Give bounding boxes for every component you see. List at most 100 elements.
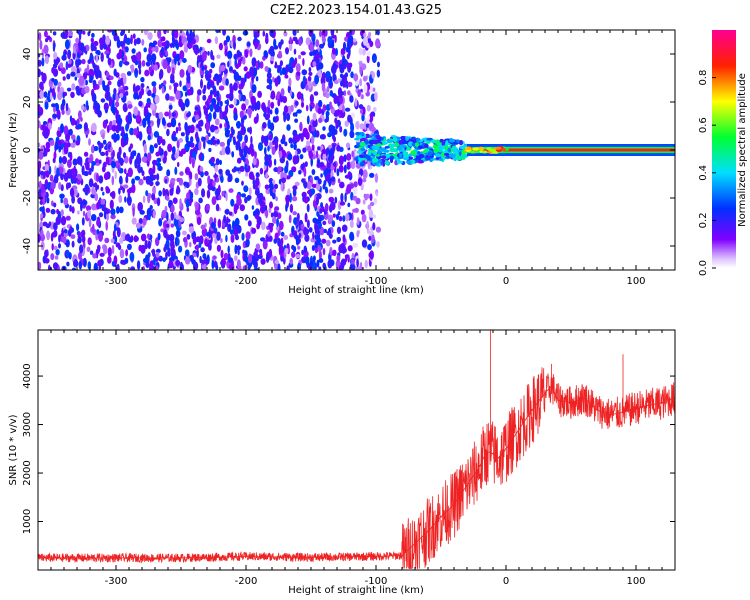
spectrogram-noise-cell xyxy=(164,178,168,184)
spectrogram-noise-cell xyxy=(84,86,90,94)
y-tick-label: 3000 xyxy=(22,412,33,437)
spectrogram-noise-cell xyxy=(286,124,291,131)
spectrogram-noise-cell xyxy=(214,172,217,182)
spectrogram-signal-cell xyxy=(449,153,456,158)
spectrogram-noise-cell xyxy=(270,101,275,109)
spectrogram-noise-cell xyxy=(140,87,145,96)
spectrogram-noise-cell xyxy=(238,89,242,94)
spectrogram-noise-cell xyxy=(133,235,139,243)
spectrogram-signal-cell xyxy=(377,136,382,140)
spectrogram-noise-cell xyxy=(185,182,190,189)
snr-data-point xyxy=(310,556,312,559)
spectrogram-noise-cell xyxy=(334,196,338,204)
spectrogram-noise-cell xyxy=(78,32,82,41)
spectrogram-noise-cell xyxy=(66,261,70,267)
spectrogram-noise-cell xyxy=(162,257,166,263)
spectrogram-streak-cell xyxy=(321,206,325,213)
spectrogram-noise-cell xyxy=(39,180,42,189)
spectrogram-noise-cell xyxy=(194,106,199,111)
spectrogram-noise-cell xyxy=(183,44,189,53)
spectrogram-noise-cell xyxy=(110,214,116,220)
spectrogram-noise-cell xyxy=(105,186,109,191)
spectrogram-signal-cell xyxy=(399,144,406,149)
spectrogram-noise-cell xyxy=(103,172,109,181)
spectrogram-noise-cell xyxy=(147,152,152,162)
spectrogram-noise-cell xyxy=(91,92,97,103)
spectrogram-noise-cell xyxy=(48,221,52,227)
spectrogram-noise-cell xyxy=(122,184,129,189)
spectrogram-noise-cell xyxy=(212,55,215,61)
spectrogram-noise-cell xyxy=(76,63,79,69)
snr-data-point xyxy=(635,406,637,409)
spectrogram-noise-cell xyxy=(181,230,187,236)
spectrogram-noise-cell xyxy=(87,237,92,246)
spectrogram-noise-cell xyxy=(194,114,200,121)
spectrogram-noise-cell xyxy=(268,141,273,150)
spectrogram-noise-cell xyxy=(118,153,121,164)
spectrogram-noise-cell xyxy=(292,30,297,36)
spectrogram-noise-cell xyxy=(159,68,164,79)
spectrogram-noise-cell xyxy=(320,76,326,86)
spectrogram-noise-cell xyxy=(57,140,63,146)
spectrogram-noise-cell xyxy=(80,231,83,238)
snr-data-point xyxy=(518,428,520,431)
spectrogram-noise-cell xyxy=(341,156,345,162)
spectrogram-noise-cell xyxy=(102,133,105,140)
spectrogram-noise-cell xyxy=(368,85,374,93)
spectrogram-noise-cell xyxy=(272,116,276,123)
spectrogram-noise-cell xyxy=(72,51,76,60)
spectrogram-noise-cell xyxy=(41,57,45,67)
spectrogram-noise-cell xyxy=(152,186,156,194)
spectrogram-noise-cell xyxy=(215,158,220,166)
spectrogram-noise-cell xyxy=(279,60,283,67)
spectrogram-noise-cell xyxy=(71,83,76,91)
spectrogram-noise-cell xyxy=(90,145,95,154)
spectrogram-noise-cell xyxy=(316,195,319,206)
spectrogram-noise-cell xyxy=(300,163,305,170)
spectrogram-noise-cell xyxy=(251,103,255,112)
spectrogram-signal-cell xyxy=(411,136,416,140)
spectrogram-streak-cell xyxy=(204,73,208,80)
spectrogram-noise-cell xyxy=(319,226,325,236)
snr-data-point xyxy=(609,414,611,416)
spectrogram-noise-cell xyxy=(179,80,182,87)
spectrogram-noise-cell xyxy=(86,246,91,252)
spectrogram-noise-cell xyxy=(93,145,99,152)
spectrogram-noise-cell xyxy=(132,207,135,217)
spectrogram-noise-cell xyxy=(125,123,129,132)
spectrogram-noise-cell xyxy=(186,234,191,240)
spectrogram-noise-cell xyxy=(364,120,367,131)
spectrogram-noise-cell xyxy=(143,47,147,53)
spectrogram-noise-cell xyxy=(140,77,145,83)
spectrogram-noise-cell xyxy=(155,181,160,186)
spectrogram-noise-cell xyxy=(254,151,257,159)
spectrogram-noise-cell xyxy=(70,91,75,99)
spectrogram-line-cell xyxy=(472,147,479,151)
spectrogram-noise-cell xyxy=(268,78,273,86)
spectrogram-noise-cell xyxy=(350,259,355,265)
spectrogram-noise-cell xyxy=(212,125,219,130)
spectrogram-y-ticks: -40 -20 0 20 40 xyxy=(22,48,675,254)
spectrogram-noise-cell xyxy=(249,48,253,57)
spectrogram-noise-cell xyxy=(67,159,72,169)
spectrogram-noise-cell xyxy=(131,54,137,64)
spectrogram-streak-cell xyxy=(333,136,336,143)
spectrogram-noise-cell xyxy=(292,36,298,42)
spectrogram-noise-cell xyxy=(79,42,85,52)
spectrogram-noise-cell xyxy=(201,263,207,270)
spectrogram-noise-cell xyxy=(138,218,143,224)
spectrogram-noise-cell xyxy=(62,76,66,81)
spectrogram-noise-cell xyxy=(131,217,137,225)
colorbar-ticks: 0.0 0.2 0.4 0.6 0.8 xyxy=(698,70,716,276)
spectrogram-noise-cell xyxy=(368,209,374,218)
spectrogram-noise-cell xyxy=(66,73,71,80)
spectrogram-noise-cell xyxy=(257,90,262,98)
spectrogram-noise-cell xyxy=(315,130,320,138)
snr-noise-trace xyxy=(38,330,675,569)
spectrogram-noise-cell xyxy=(88,68,95,77)
spectrogram-noise-cell xyxy=(145,175,151,185)
spectrogram-noise-cell xyxy=(176,42,179,50)
spectrogram-noise-cell xyxy=(127,114,132,125)
spectrogram-noise-cell xyxy=(260,258,266,265)
spectrogram-noise-cell xyxy=(356,217,360,226)
